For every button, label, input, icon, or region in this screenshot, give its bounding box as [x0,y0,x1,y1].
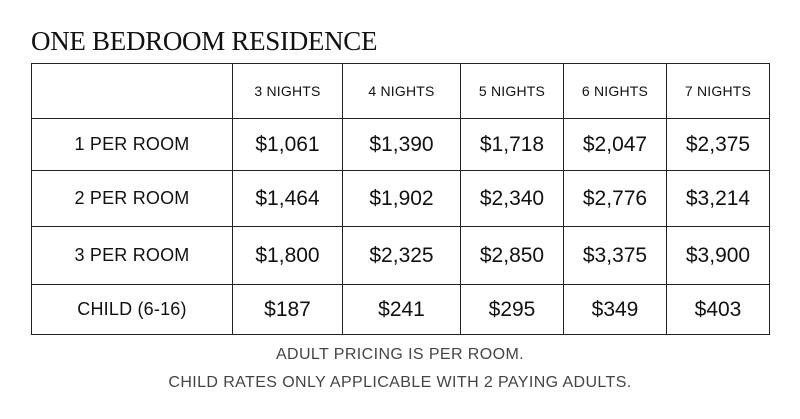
price-cell: $1,061 [232,118,343,171]
row-label: CHILD (6-16) [31,284,233,335]
header-row: 3 NIGHTS 4 NIGHTS 5 NIGHTS 6 NIGHTS 7 NI… [31,63,770,119]
row-label: 1 PER ROOM [31,118,233,171]
column-header: 7 NIGHTS [666,63,770,119]
price-cell: $2,776 [563,170,667,227]
column-header: 5 NIGHTS [460,63,564,119]
price-cell: $1,800 [232,226,343,285]
price-cell: $3,214 [666,170,770,227]
price-cell: $187 [232,284,343,335]
pricing-table: 3 NIGHTS 4 NIGHTS 5 NIGHTS 6 NIGHTS 7 NI… [31,63,770,335]
child-rate-note: CHILD RATES ONLY APPLICABLE WITH 2 PAYIN… [168,374,632,391]
pricing-note: ADULT PRICING IS PER ROOM. [275,346,525,363]
page-title: ONE BEDROOM RESIDENCE [31,26,378,56]
price-cell: $403 [666,284,770,335]
column-header: 3 NIGHTS [232,63,343,119]
price-cell: $241 [342,284,461,335]
price-cell: $2,047 [563,118,667,171]
table-row: 3 PER ROOM $1,800 $2,325 $2,850 $3,375 $… [31,226,770,285]
price-cell: $2,850 [460,226,564,285]
price-cell: $3,375 [563,226,667,285]
price-cell: $1,718 [460,118,564,171]
price-cell: $2,340 [460,170,564,227]
price-cell: $2,325 [342,226,461,285]
price-cell: $1,390 [342,118,461,171]
corner-cell [31,63,233,119]
price-cell: $1,902 [342,170,461,227]
table-row: 1 PER ROOM $1,061 $1,390 $1,718 $2,047 $… [31,118,770,171]
table-row: 2 PER ROOM $1,464 $1,902 $2,340 $2,776 $… [31,170,770,227]
price-cell: $1,464 [232,170,343,227]
price-cell: $349 [563,284,667,335]
column-header: 4 NIGHTS [342,63,461,119]
price-cell: $3,900 [666,226,770,285]
table-row: CHILD (6-16) $187 $241 $295 $349 $403 [31,284,770,335]
column-header: 6 NIGHTS [563,63,667,119]
price-cell: $2,375 [666,118,770,171]
price-cell: $295 [460,284,564,335]
row-label: 2 PER ROOM [31,170,233,227]
row-label: 3 PER ROOM [31,226,233,285]
